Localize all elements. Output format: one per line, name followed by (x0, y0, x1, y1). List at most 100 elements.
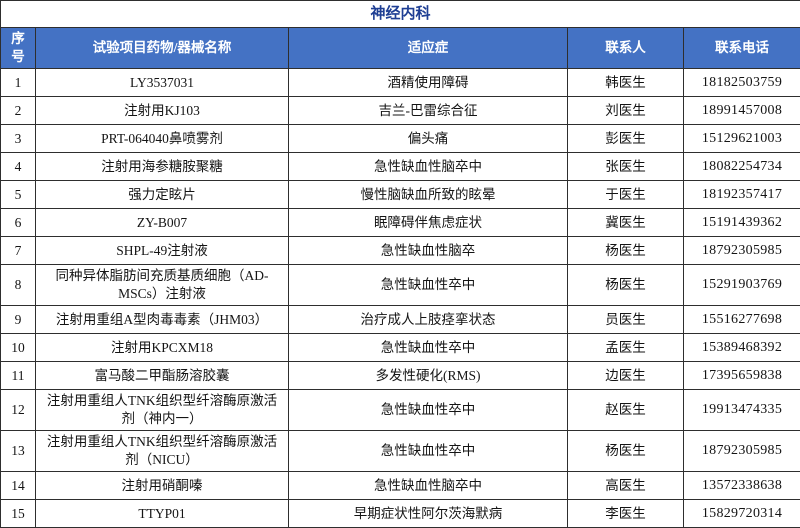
table-row: 7 SHPL-49注射液 急性缺血性脑卒 杨医生 18792305985 (1, 237, 800, 265)
cell-row-number: 12 (1, 390, 36, 431)
cell-contact-person: 彭医生 (568, 125, 684, 153)
cell-contact-phone: 15516277698 (684, 306, 800, 334)
cell-contact-person: 于医生 (568, 181, 684, 209)
cell-drug-name: LY3537031 (36, 69, 289, 97)
cell-row-number: 4 (1, 153, 36, 181)
cell-contact-phone: 15129621003 (684, 125, 800, 153)
cell-contact-phone: 13572338638 (684, 472, 800, 500)
cell-contact-phone: 18182503759 (684, 69, 800, 97)
table-row: 4 注射用海参糖胺聚糖 急性缺血性脑卒中 张医生 18082254734 (1, 153, 800, 181)
cell-contact-phone: 18792305985 (684, 237, 800, 265)
cell-drug-name: ZY-B007 (36, 209, 289, 237)
cell-contact-person: 边医生 (568, 362, 684, 390)
page-title: 神经内科 (1, 1, 800, 28)
cell-row-number: 5 (1, 181, 36, 209)
cell-row-number: 7 (1, 237, 36, 265)
cell-drug-name: 同种异体脂肪间充质基质细胞（AD-MSCs）注射液 (36, 265, 289, 306)
cell-contact-person: 杨医生 (568, 237, 684, 265)
cell-drug-name: 注射用重组A型肉毒毒素（JHM03） (36, 306, 289, 334)
cell-drug-name: 注射用重组人TNK组织型纤溶酶原激活剂（神内一） (36, 390, 289, 431)
cell-contact-person: 冀医生 (568, 209, 684, 237)
cell-row-number: 6 (1, 209, 36, 237)
cell-drug-name: 强力定眩片 (36, 181, 289, 209)
header-cell-phone: 联系电话 (684, 28, 800, 69)
cell-indication: 偏头痛 (289, 125, 568, 153)
table-row: 3 PRT-064040鼻喷雾剂 偏头痛 彭医生 15129621003 (1, 125, 800, 153)
table-row: 8 同种异体脂肪间充质基质细胞（AD-MSCs）注射液 急性缺血性卒中 杨医生 … (1, 265, 800, 306)
header-cell-contact: 联系人 (568, 28, 684, 69)
cell-contact-phone: 15191439362 (684, 209, 800, 237)
cell-row-number: 8 (1, 265, 36, 306)
header-cell-indication: 适应症 (289, 28, 568, 69)
cell-contact-phone: 18192357417 (684, 181, 800, 209)
cell-drug-name: TTYP01 (36, 500, 289, 528)
table-row: 10 注射用KPCXM18 急性缺血性卒中 孟医生 15389468392 (1, 334, 800, 362)
table-row: 15 TTYP01 早期症状性阿尔茨海默病 李医生 15829720314 (1, 500, 800, 528)
cell-indication: 急性缺血性卒中 (289, 390, 568, 431)
cell-contact-phone: 15829720314 (684, 500, 800, 528)
cell-indication: 慢性脑缺血所致的眩晕 (289, 181, 568, 209)
cell-contact-phone: 18991457008 (684, 97, 800, 125)
cell-contact-person: 杨医生 (568, 265, 684, 306)
cell-row-number: 14 (1, 472, 36, 500)
cell-indication: 多发性硬化(RMS) (289, 362, 568, 390)
cell-row-number: 11 (1, 362, 36, 390)
cell-contact-person: 张医生 (568, 153, 684, 181)
table-row: 12 注射用重组人TNK组织型纤溶酶原激活剂（神内一） 急性缺血性卒中 赵医生 … (1, 390, 800, 431)
cell-contact-person: 赵医生 (568, 390, 684, 431)
cell-indication: 急性缺血性卒中 (289, 431, 568, 472)
cell-indication: 急性缺血性卒中 (289, 265, 568, 306)
table-row: 9 注射用重组A型肉毒毒素（JHM03） 治疗成人上肢痉挛状态 员医生 1551… (1, 306, 800, 334)
cell-row-number: 10 (1, 334, 36, 362)
cell-contact-phone: 17395659838 (684, 362, 800, 390)
cell-drug-name: 注射用KJ103 (36, 97, 289, 125)
cell-indication: 早期症状性阿尔茨海默病 (289, 500, 568, 528)
cell-indication: 急性缺血性脑卒中 (289, 472, 568, 500)
table-row: 14 注射用硝酮嗪 急性缺血性脑卒中 高医生 13572338638 (1, 472, 800, 500)
cell-drug-name: 富马酸二甲酯肠溶胶囊 (36, 362, 289, 390)
cell-contact-phone: 18792305985 (684, 431, 800, 472)
cell-indication: 眠障碍伴焦虑症状 (289, 209, 568, 237)
cell-indication: 急性缺血性脑卒 (289, 237, 568, 265)
table-row: 5 强力定眩片 慢性脑缺血所致的眩晕 于医生 18192357417 (1, 181, 800, 209)
cell-contact-person: 刘医生 (568, 97, 684, 125)
cell-indication: 治疗成人上肢痉挛状态 (289, 306, 568, 334)
cell-row-number: 15 (1, 500, 36, 528)
cell-indication: 吉兰-巴雷综合征 (289, 97, 568, 125)
cell-contact-person: 员医生 (568, 306, 684, 334)
cell-drug-name: 注射用海参糖胺聚糖 (36, 153, 289, 181)
cell-contact-person: 杨医生 (568, 431, 684, 472)
cell-row-number: 1 (1, 69, 36, 97)
cell-drug-name: 注射用重组人TNK组织型纤溶酶原激活剂（NICU） (36, 431, 289, 472)
cell-row-number: 9 (1, 306, 36, 334)
table-row: 1 LY3537031 酒精使用障碍 韩医生 18182503759 (1, 69, 800, 97)
table-row: 6 ZY-B007 眠障碍伴焦虑症状 冀医生 15191439362 (1, 209, 800, 237)
cell-contact-person: 李医生 (568, 500, 684, 528)
cell-row-number: 2 (1, 97, 36, 125)
table-row: 13 注射用重组人TNK组织型纤溶酶原激活剂（NICU） 急性缺血性卒中 杨医生… (1, 431, 800, 472)
cell-indication: 酒精使用障碍 (289, 69, 568, 97)
header-cell-name: 试验项目药物/器械名称 (36, 28, 289, 69)
cell-contact-phone: 19913474335 (684, 390, 800, 431)
table-row: 11 富马酸二甲酯肠溶胶囊 多发性硬化(RMS) 边医生 17395659838 (1, 362, 800, 390)
table-body: 1 LY3537031 酒精使用障碍 韩医生 18182503759 2 注射用… (1, 69, 800, 528)
cell-drug-name: SHPL-49注射液 (36, 237, 289, 265)
cell-indication: 急性缺血性卒中 (289, 334, 568, 362)
table-row: 2 注射用KJ103 吉兰-巴雷综合征 刘医生 18991457008 (1, 97, 800, 125)
cell-drug-name: PRT-064040鼻喷雾剂 (36, 125, 289, 153)
cell-indication: 急性缺血性脑卒中 (289, 153, 568, 181)
cell-contact-person: 孟医生 (568, 334, 684, 362)
cell-contact-phone: 15291903769 (684, 265, 800, 306)
cell-contact-person: 高医生 (568, 472, 684, 500)
cell-drug-name: 注射用KPCXM18 (36, 334, 289, 362)
title-row: 神经内科 (1, 1, 800, 28)
cell-contact-person: 韩医生 (568, 69, 684, 97)
cell-row-number: 3 (1, 125, 36, 153)
header-row: 序号 试验项目药物/器械名称 适应症 联系人 联系电话 (1, 28, 800, 69)
header-cell-no: 序号 (1, 28, 36, 69)
cell-contact-phone: 15389468392 (684, 334, 800, 362)
cell-contact-phone: 18082254734 (684, 153, 800, 181)
cell-row-number: 13 (1, 431, 36, 472)
